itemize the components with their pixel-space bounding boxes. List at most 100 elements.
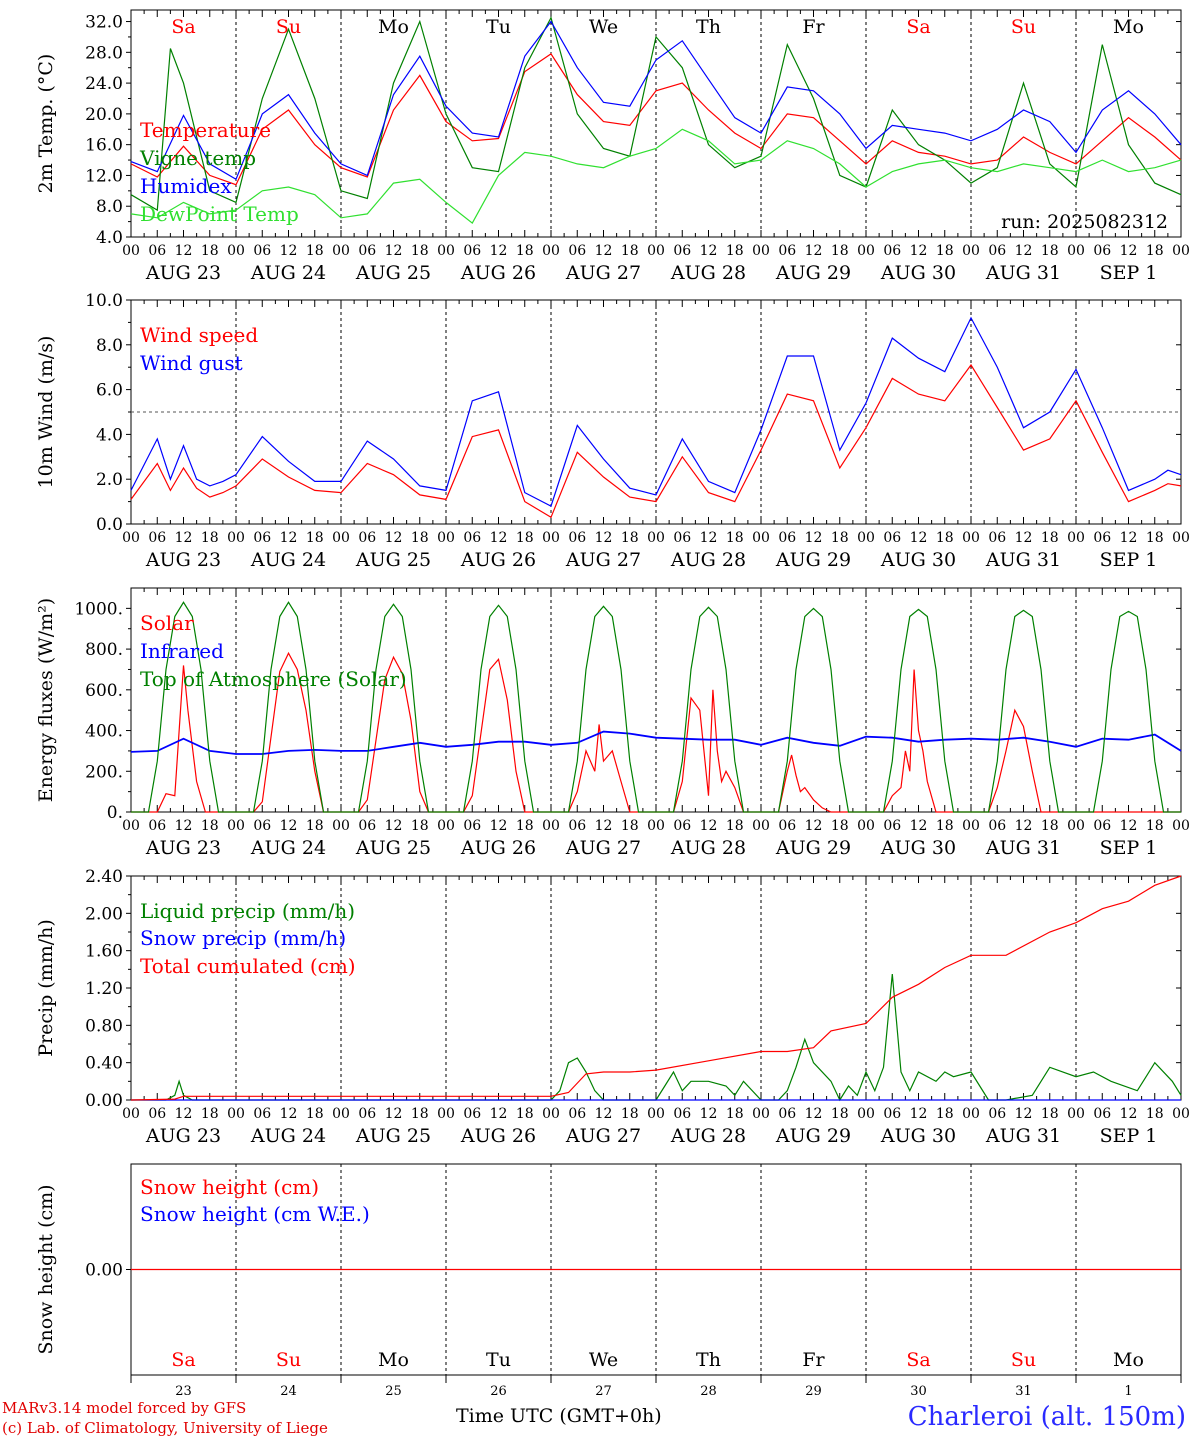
hour-label: 06: [358, 530, 376, 546]
hour-label: 06: [148, 530, 166, 546]
hour-label: 06: [883, 530, 901, 546]
date-label: SEP 1: [1100, 837, 1158, 859]
y-tick-label: 2.40: [85, 867, 123, 887]
date-label: AUG 27: [565, 262, 641, 284]
day-number-label: 24: [280, 1384, 297, 1399]
date-label: AUG 30: [880, 837, 956, 859]
y-tick-label: 8.0: [96, 336, 123, 356]
hour-label: 00: [122, 530, 140, 546]
y-tick-label: 10.0: [85, 291, 123, 311]
y-tick-label: 32.0: [85, 13, 123, 33]
day-name-label: Su: [276, 1349, 301, 1371]
hour-label: 12: [700, 530, 718, 546]
hour-label: 12: [805, 243, 823, 259]
hour-label: 06: [1093, 243, 1111, 259]
date-label: AUG 30: [880, 1125, 956, 1147]
date-label: AUG 29: [775, 549, 851, 571]
hour-label: 18: [936, 243, 954, 259]
date-label: AUG 28: [670, 549, 746, 571]
hour-label: 06: [463, 243, 481, 259]
y-axis-label: Snow height (cm): [35, 1184, 57, 1354]
y-tick-label: 28.0: [85, 43, 123, 63]
date-label: AUG 25: [355, 549, 431, 571]
hour-label: 06: [358, 818, 376, 834]
date-label: AUG 30: [880, 549, 956, 571]
y-tick-label: 24.0: [85, 74, 123, 94]
run-label: run: 2025082312: [1001, 211, 1168, 233]
day-name-label: Th: [696, 16, 721, 38]
hour-label: 12: [910, 1106, 928, 1122]
hour-label: 00: [332, 1106, 350, 1122]
hour-label: 12: [595, 818, 613, 834]
series-line-1: [131, 651, 1181, 813]
hour-label: 18: [306, 818, 324, 834]
hour-label: 00: [647, 1106, 665, 1122]
hour-label: 00: [647, 530, 665, 546]
y-tick-label: 600.: [85, 681, 123, 701]
legend-entry: Wind gust: [140, 351, 243, 375]
hour-label: 12: [175, 818, 193, 834]
hour-label: 12: [595, 1106, 613, 1122]
hour-label: 00: [227, 818, 245, 834]
date-label: AUG 25: [355, 837, 431, 859]
hour-label: 00: [437, 243, 455, 259]
y-tick-label: 1000.: [74, 599, 123, 619]
hour-label: 06: [883, 243, 901, 259]
date-label: AUG 23: [145, 262, 221, 284]
panel-frame: [130, 587, 1182, 813]
day-name-label: Mo: [1113, 1349, 1144, 1371]
legend-entry: Solar: [140, 611, 194, 635]
hour-label: 12: [490, 243, 508, 259]
hour-label: 12: [910, 818, 928, 834]
hour-label: 06: [148, 243, 166, 259]
hour-label: 18: [516, 1106, 534, 1122]
hour-label: 12: [385, 818, 403, 834]
date-label: AUG 25: [355, 1125, 431, 1147]
hour-label: 18: [621, 818, 639, 834]
legend-entry: Snow height (cm): [140, 1175, 319, 1199]
hour-label: 00: [1172, 530, 1190, 546]
hour-label: 06: [1093, 818, 1111, 834]
hour-label: 06: [883, 818, 901, 834]
hour-label: 00: [542, 1106, 560, 1122]
hour-label: 06: [778, 818, 796, 834]
hour-label: 12: [700, 243, 718, 259]
hour-label: 00: [227, 1106, 245, 1122]
day-name-label: Sa: [171, 1349, 195, 1371]
day-number-label: 29: [805, 1384, 822, 1399]
hour-label: 06: [673, 818, 691, 834]
hour-label: 18: [201, 243, 219, 259]
hour-label: 12: [700, 818, 718, 834]
hour-label: 00: [752, 243, 770, 259]
legend-entry: Top of Atmosphere (Solar): [140, 667, 407, 691]
legend-entry: Snow height (cm W.E.): [140, 1202, 370, 1226]
day-name-label: Sa: [906, 1349, 930, 1371]
hour-label: 00: [332, 530, 350, 546]
day-name-label: Mo: [378, 16, 409, 38]
date-label: AUG 26: [460, 837, 536, 859]
panel-4: [126, 875, 1182, 1102]
hour-label: 06: [253, 1106, 271, 1122]
hour-label: 00: [332, 243, 350, 259]
panel-2: [126, 299, 1182, 525]
hour-label: 00: [122, 243, 140, 259]
panel-3: [126, 587, 1182, 813]
series-line-2: [130, 730, 1182, 755]
day-name-label: Th: [696, 1349, 721, 1371]
day-name-label: Su: [276, 16, 301, 38]
date-label: AUG 31: [985, 262, 1061, 284]
hour-label: 06: [988, 243, 1006, 259]
hour-label: 12: [805, 818, 823, 834]
y-tick-label: 4.0: [96, 228, 123, 248]
day-number-label: 30: [910, 1384, 927, 1399]
panel-1: [126, 9, 1182, 238]
date-label: AUG 23: [145, 1125, 221, 1147]
date-label: SEP 1: [1100, 262, 1158, 284]
hour-label: 06: [673, 1106, 691, 1122]
date-label: AUG 24: [250, 262, 326, 284]
hour-label: 06: [253, 243, 271, 259]
hour-label: 12: [490, 818, 508, 834]
hour-label: 18: [1041, 818, 1059, 834]
legend-entry: Temperature: [140, 118, 271, 142]
